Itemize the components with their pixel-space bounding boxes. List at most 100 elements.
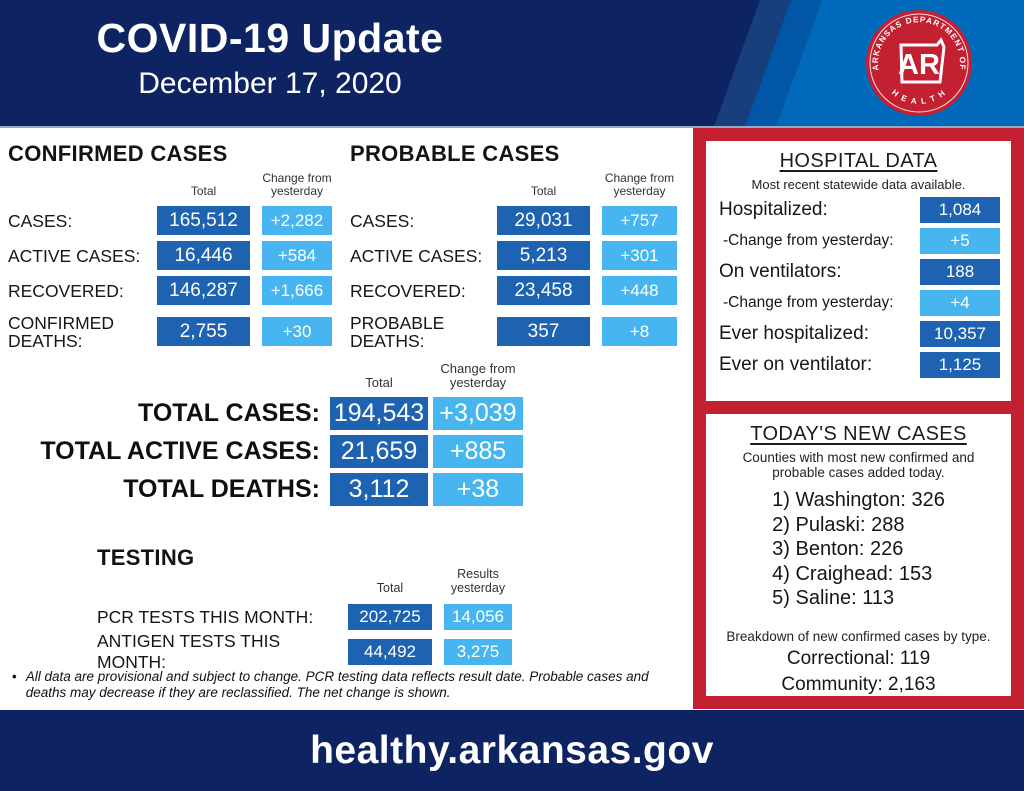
arkansas-department-of-health-logo-icon: ARKANSAS DEPARTMENT OF H E A L T H AR xyxy=(866,10,972,116)
total-value-box: 146,287 xyxy=(157,276,250,305)
row-label: Ever hospitalized: xyxy=(719,323,869,344)
table-row: RECOVERED: 146,287 +1,666 xyxy=(8,276,353,305)
list-item: 2) Pulaski: 288 xyxy=(772,513,905,536)
change-value-box: +584 xyxy=(262,241,332,270)
table-row: TOTAL CASES: 194,543 +3,039 xyxy=(30,397,530,430)
change-value-box: +38 xyxy=(433,473,523,506)
testing-section: TESTING Total Results yesterday PCR TEST… xyxy=(97,545,537,672)
change-value-box: +8 xyxy=(602,317,677,346)
row-label: ACTIVE CASES: xyxy=(350,245,483,266)
row-label: RECOVERED: xyxy=(8,280,124,301)
column-header-total: Total xyxy=(365,375,393,390)
row-label: RECOVERED: xyxy=(350,280,466,301)
change-value-box: 3,275 xyxy=(444,639,512,665)
column-header-results-yesterday: Results yesterday xyxy=(450,567,506,595)
row-label: TOTAL DEATHS: xyxy=(123,475,320,503)
value-box: +4 xyxy=(920,290,1000,316)
table-row: CASES: 29,031 +757 xyxy=(350,206,695,235)
change-value-box: +301 xyxy=(602,241,677,270)
arkansas-state-outline-icon xyxy=(899,37,946,84)
row-label: ANTIGEN TESTS THIS MONTH: xyxy=(97,631,281,672)
value-box: 188 xyxy=(920,259,1000,285)
page-date: December 17, 2020 xyxy=(138,67,402,100)
row-label: -Change from yesterday: xyxy=(723,294,894,311)
total-value-box: 21,659 xyxy=(330,435,428,468)
table-row: RECOVERED: 23,458 +448 xyxy=(350,276,695,305)
total-value-box: 357 xyxy=(497,317,590,346)
total-value-box: 165,512 xyxy=(157,206,250,235)
table-row: On ventilators: 188 xyxy=(719,259,1000,285)
column-header-total: Total xyxy=(376,580,404,595)
total-value-box: 44,492 xyxy=(348,639,432,665)
row-label: On ventilators: xyxy=(719,261,842,282)
total-value-box: 16,446 xyxy=(157,241,250,270)
todays-new-cases-panel: TODAY'S NEW CASES Counties with most new… xyxy=(706,414,1011,696)
breakdown-correctional: Correctional: 119 xyxy=(786,647,931,669)
row-label: PROBABLE DEATHS: xyxy=(350,312,445,351)
header-band: COVID-19 Update December 17, 2020 xyxy=(0,0,1024,128)
disclaimer-text: All data are provisional and subject to … xyxy=(25,669,649,700)
table-row: ACTIVE CASES: 5,213 +301 xyxy=(350,241,695,270)
disclaimer-note: • All data are provisional and subject t… xyxy=(12,669,692,701)
row-label: Hospitalized: xyxy=(719,199,828,220)
table-row: Hospitalized: 1,084 xyxy=(719,197,1000,223)
table-row: TOTAL ACTIVE CASES: 21,659 +885 xyxy=(30,435,530,468)
change-value-box: 14,056 xyxy=(444,604,512,630)
breakdown-label: Breakdown of new confirmed cases by type… xyxy=(726,628,991,644)
breakdown-community: Community: 2,163 xyxy=(781,673,936,695)
value-box: 10,357 xyxy=(920,321,1000,347)
value-box: 1,084 xyxy=(920,197,1000,223)
change-value-box: +885 xyxy=(433,435,523,468)
table-row: CASES: 165,512 +2,282 xyxy=(8,206,353,235)
row-label: Ever on ventilator: xyxy=(719,354,873,375)
confirmed-cases-heading: CONFIRMED CASES xyxy=(8,141,228,166)
list-item: 1) Washington: 326 xyxy=(772,489,945,511)
change-value-box: +448 xyxy=(602,276,677,305)
list-item: 4) Craighead: 153 xyxy=(772,562,933,585)
total-value-box: 5,213 xyxy=(497,241,590,270)
table-row: ANTIGEN TESTS THIS MONTH: 44,492 3,275 xyxy=(97,631,537,672)
value-box: +5 xyxy=(920,228,1000,254)
table-row: -Change from yesterday: +5 xyxy=(719,228,1000,254)
confirmed-column-headers: Total Change from yesterday xyxy=(8,171,353,200)
hospital-data-subtitle: Most recent statewide data available. xyxy=(751,177,966,192)
table-row: Ever on ventilator: 1,125 xyxy=(719,352,1000,378)
row-label: PCR TESTS THIS MONTH: xyxy=(97,606,314,627)
total-value-box: 202,725 xyxy=(348,604,432,630)
column-header-change: Change from yesterday xyxy=(604,171,675,198)
footer-band: healthy.arkansas.gov xyxy=(0,710,1024,791)
header-text-block: COVID-19 Update December 17, 2020 xyxy=(30,15,510,101)
value-box: 1,125 xyxy=(920,352,1000,378)
hospital-data-title: HOSPITAL DATA xyxy=(779,150,938,172)
confirmed-cases-section: CONFIRMED CASES Total Change from yester… xyxy=(8,141,353,350)
list-item: 5) Saline: 113 xyxy=(772,587,895,609)
row-label: CASES: xyxy=(350,210,415,231)
table-row: TOTAL DEATHS: 3,112 +38 xyxy=(30,473,530,506)
page-title: COVID-19 Update xyxy=(96,15,444,61)
row-label: ACTIVE CASES: xyxy=(8,245,141,266)
total-value-box: 29,031 xyxy=(497,206,590,235)
change-value-box: +30 xyxy=(262,317,332,346)
probable-cases-section: PROBABLE CASES Total Change from yesterd… xyxy=(350,141,695,350)
hospital-data-panel: HOSPITAL DATA Most recent statewide data… xyxy=(706,141,1011,401)
total-value-box: 194,543 xyxy=(330,397,428,430)
column-header-total: Total xyxy=(190,184,217,198)
table-row: -Change from yesterday: +4 xyxy=(719,290,1000,316)
row-label: CASES: xyxy=(8,210,73,231)
table-row: Ever hospitalized: 10,357 xyxy=(719,321,1000,347)
testing-column-headers: Total Results yesterday xyxy=(97,567,537,595)
todays-new-cases-title: TODAY'S NEW CASES xyxy=(750,423,967,445)
total-value-box: 2,755 xyxy=(157,317,250,346)
column-header-change: Change from yesterday xyxy=(262,171,332,198)
total-value-box: 23,458 xyxy=(497,276,590,305)
table-row: PCR TESTS THIS MONTH: 202,725 14,056 xyxy=(97,604,537,630)
column-header-change: Change from yesterday xyxy=(440,361,516,390)
probable-cases-heading: PROBABLE CASES xyxy=(350,141,560,166)
change-value-box: +2,282 xyxy=(262,206,332,235)
column-header-total: Total xyxy=(530,184,557,198)
bullet-icon: • xyxy=(12,669,17,684)
list-item: 3) Benton: 226 xyxy=(772,538,904,560)
change-value-box: +3,039 xyxy=(433,397,523,430)
county-list: 1) Washington: 326 2) Pulaski: 288 3) Be… xyxy=(772,488,945,611)
